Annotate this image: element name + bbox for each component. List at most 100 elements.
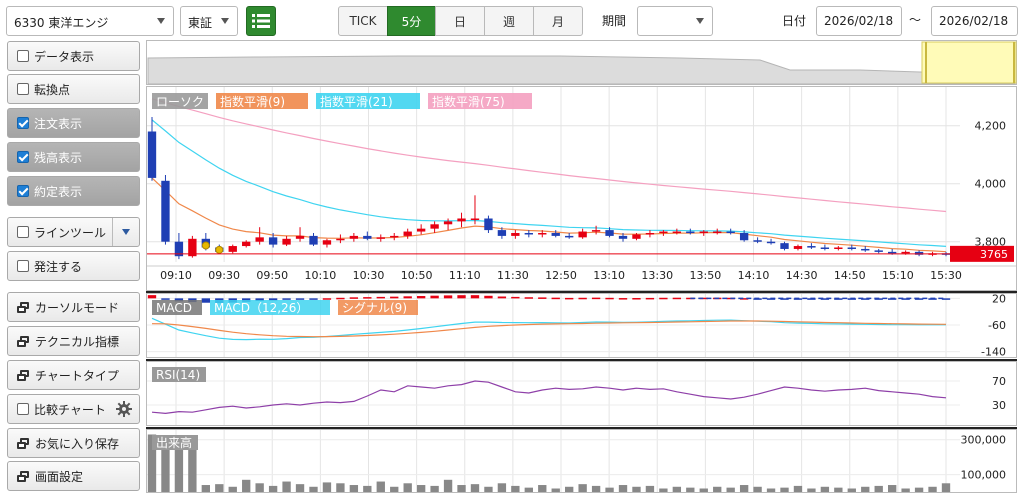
volume-bar	[605, 487, 614, 492]
checkbox-checked-icon	[17, 117, 29, 129]
candle	[659, 231, 668, 234]
candle	[363, 235, 372, 239]
triangle-down-icon	[122, 229, 130, 235]
volume-bar	[322, 482, 332, 492]
tab-label: 週	[502, 14, 515, 29]
candle	[632, 234, 641, 239]
rsi-panel[interactable]	[146, 361, 1017, 426]
macd-histogram-bar	[511, 296, 520, 299]
tab-weekly[interactable]: 週	[484, 6, 534, 36]
cursor-mode-button[interactable]: カーソルモード	[7, 292, 140, 322]
macd-histogram-bar	[605, 297, 614, 300]
candle	[834, 247, 843, 249]
market-select[interactable]: 東証	[180, 6, 238, 36]
window-icon	[17, 369, 30, 381]
candle	[591, 230, 601, 232]
market-select-value: 東証	[188, 16, 213, 30]
balance-display-toggle[interactable]: 残高表示	[7, 142, 140, 172]
volume-bar	[242, 479, 251, 492]
tab-daily[interactable]: 日	[435, 6, 485, 36]
date-to-input[interactable]: 2026/02/18	[931, 6, 1018, 36]
volume-bar	[147, 434, 157, 492]
volume-bar	[591, 485, 601, 492]
checkbox-icon	[17, 50, 29, 62]
macd-histogram-bar	[699, 297, 708, 300]
tab-tick[interactable]: TICK	[338, 6, 388, 36]
time-tick-label: 11:30	[497, 269, 529, 282]
volume-bar	[807, 488, 816, 492]
volume-bar	[699, 488, 708, 492]
chart-area[interactable]: 3765 09:10 09:30 09:50 10:10 10:30 10:50 11:10…	[146, 40, 1024, 496]
gear-icon[interactable]	[116, 401, 132, 417]
candle	[497, 230, 507, 236]
macd-histogram-bar	[739, 298, 749, 300]
window-icon	[17, 335, 30, 347]
price-panel[interactable]	[146, 86, 1017, 291]
line-tool-dropdown[interactable]	[112, 218, 139, 246]
overview-selection[interactable]	[921, 41, 1017, 84]
candle	[645, 233, 655, 235]
screen-settings-button[interactable]: 画面設定	[7, 461, 140, 491]
volume-bar	[336, 483, 345, 492]
candle	[699, 231, 708, 234]
favorite-save-button[interactable]: お気に入り保存	[7, 428, 140, 458]
window-icon	[17, 301, 30, 313]
macd-legend-chip	[338, 300, 418, 315]
volume-bar	[363, 485, 372, 492]
volume-bar	[713, 486, 722, 492]
macd-histogram-bar	[363, 297, 372, 299]
candle	[780, 243, 789, 249]
line-tool-toggle[interactable]: ラインツール	[7, 217, 140, 247]
macd-histogram-bar	[820, 298, 830, 300]
volume-bar	[497, 483, 507, 492]
checkbox-icon	[17, 83, 29, 95]
candle	[565, 235, 574, 238]
button-label: テクニカル指標	[35, 334, 120, 349]
volume-tick-label: 300,000	[961, 434, 1007, 447]
tab-monthly[interactable]: 月	[533, 6, 583, 36]
macd-legend-label: シグナル(9)	[342, 301, 407, 315]
tab-5min[interactable]: 5分	[387, 6, 436, 36]
turning-point-toggle[interactable]: 転換点	[7, 74, 140, 104]
macd-histogram-bar	[484, 295, 493, 299]
rsi-line	[151, 380, 947, 415]
volume-panel[interactable]	[146, 429, 1017, 493]
time-tick-label: 14:30	[786, 269, 818, 282]
compare-chart-toggle[interactable]: 比較チャート	[7, 394, 140, 424]
stock-select[interactable]: 6330 東洋エンジ	[6, 6, 174, 36]
candle	[484, 218, 493, 231]
list-menu-button[interactable]	[246, 6, 276, 36]
chevron-down-icon	[157, 18, 165, 24]
candle	[457, 218, 466, 222]
price-tick-label: 4,000	[975, 178, 1007, 191]
data-display-toggle[interactable]: データ表示	[7, 41, 140, 71]
execution-marker	[201, 241, 210, 250]
period-select[interactable]	[637, 6, 713, 36]
macd-histogram-bar	[390, 296, 399, 299]
candle	[861, 248, 870, 251]
time-tick-label: 09:10	[160, 269, 192, 282]
stock-select-value: 6330 東洋エンジ	[14, 16, 109, 30]
volume-bar	[511, 485, 520, 492]
candle	[188, 238, 197, 257]
time-tick-label: 14:50	[834, 269, 866, 282]
macd-histogram-bar	[322, 298, 332, 300]
volume-bar	[443, 479, 453, 492]
macd-histogram-bar	[780, 298, 789, 300]
time-tick-label: 13:50	[690, 269, 722, 282]
order-display-toggle[interactable]: 注文表示	[7, 108, 140, 138]
chevron-down-icon	[221, 18, 229, 24]
macd-line	[151, 317, 946, 341]
date-from-input[interactable]: 2026/02/18	[816, 6, 902, 36]
chart-type-button[interactable]: チャートタイプ	[7, 360, 140, 390]
volume-bar	[914, 487, 924, 492]
macd-histogram-bar	[591, 297, 601, 300]
technical-indicator-button[interactable]: テクニカル指標	[7, 326, 140, 356]
macd-histogram-bar	[430, 295, 439, 299]
order-toggle[interactable]: 発注する	[7, 251, 140, 281]
ema21-line	[151, 119, 947, 247]
macd-legend-label: MACD	[156, 301, 192, 315]
execution-display-toggle[interactable]: 約定表示	[7, 176, 140, 206]
volume-bar	[430, 485, 439, 492]
volume-bar	[457, 485, 466, 492]
